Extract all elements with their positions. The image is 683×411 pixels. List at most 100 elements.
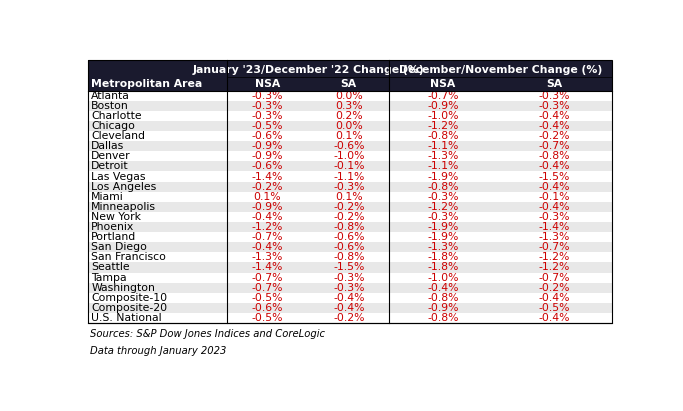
Text: -1.3%: -1.3% [428, 242, 459, 252]
Text: -0.3%: -0.3% [252, 101, 283, 111]
Text: -0.7%: -0.7% [539, 242, 570, 252]
Text: -1.9%: -1.9% [428, 222, 459, 232]
Bar [88, 151, 612, 162]
Bar [88, 121, 612, 131]
Bar [88, 202, 612, 212]
Text: -0.6%: -0.6% [333, 141, 365, 151]
Text: Boston: Boston [92, 101, 129, 111]
Text: Seattle: Seattle [92, 263, 130, 272]
Text: December/November Change (%): December/November Change (%) [399, 65, 602, 75]
Text: -0.2%: -0.2% [252, 182, 283, 192]
Text: -0.2%: -0.2% [333, 313, 365, 323]
Text: Phoenix: Phoenix [92, 222, 135, 232]
Text: -0.3%: -0.3% [333, 283, 365, 293]
Text: SA: SA [546, 79, 563, 89]
Text: 0.3%: 0.3% [335, 101, 363, 111]
Text: -0.4%: -0.4% [252, 242, 283, 252]
Text: -0.4%: -0.4% [539, 313, 570, 323]
Text: -0.8%: -0.8% [428, 313, 459, 323]
Text: Minneapolis: Minneapolis [92, 202, 156, 212]
Text: -0.7%: -0.7% [428, 91, 459, 101]
Bar [88, 192, 612, 202]
Text: Charlotte: Charlotte [92, 111, 142, 121]
Text: -0.7%: -0.7% [539, 272, 570, 283]
Text: -1.2%: -1.2% [252, 222, 283, 232]
Text: -0.7%: -0.7% [539, 141, 570, 151]
Text: -0.1%: -0.1% [539, 192, 570, 202]
Text: -0.5%: -0.5% [252, 121, 283, 131]
Text: -0.9%: -0.9% [252, 202, 283, 212]
Text: Data through January 2023: Data through January 2023 [89, 346, 226, 356]
Text: -1.5%: -1.5% [333, 263, 365, 272]
Text: NSA: NSA [430, 79, 456, 89]
Text: -0.6%: -0.6% [333, 242, 365, 252]
Bar [88, 60, 612, 90]
Text: -0.2%: -0.2% [539, 283, 570, 293]
Text: NSA: NSA [255, 79, 280, 89]
Bar [88, 141, 612, 151]
Text: San Diego: San Diego [92, 242, 147, 252]
Bar [88, 212, 612, 222]
Text: -0.9%: -0.9% [252, 141, 283, 151]
Text: -0.3%: -0.3% [333, 272, 365, 283]
Bar [88, 182, 612, 192]
Text: -1.4%: -1.4% [252, 171, 283, 182]
Bar [88, 272, 612, 283]
Text: 0.0%: 0.0% [335, 91, 363, 101]
Text: -0.8%: -0.8% [539, 151, 570, 161]
Text: -1.5%: -1.5% [539, 171, 570, 182]
Text: -0.6%: -0.6% [333, 232, 365, 242]
Text: New York: New York [92, 212, 141, 222]
Text: Cleveland: Cleveland [92, 131, 145, 141]
Bar [88, 263, 612, 272]
Text: -0.3%: -0.3% [252, 91, 283, 101]
Text: -0.4%: -0.4% [333, 303, 365, 313]
Text: U.S. National: U.S. National [92, 313, 162, 323]
Bar [88, 131, 612, 141]
Text: -0.7%: -0.7% [252, 283, 283, 293]
Text: -1.0%: -1.0% [428, 272, 459, 283]
Bar [88, 111, 612, 121]
Text: -1.0%: -1.0% [333, 151, 365, 161]
Text: -1.1%: -1.1% [428, 141, 459, 151]
Bar [88, 90, 612, 101]
Text: Composite-20: Composite-20 [92, 303, 167, 313]
Text: -0.6%: -0.6% [252, 131, 283, 141]
Text: Sources: S&P Dow Jones Indices and CoreLogic: Sources: S&P Dow Jones Indices and CoreL… [89, 329, 324, 339]
Bar [88, 303, 612, 313]
Text: -0.9%: -0.9% [252, 151, 283, 161]
Text: -0.7%: -0.7% [252, 272, 283, 283]
Bar [88, 60, 612, 323]
Text: -0.4%: -0.4% [539, 111, 570, 121]
Text: -0.1%: -0.1% [333, 162, 365, 171]
Text: San Francisco: San Francisco [92, 252, 166, 262]
Text: Metropolitan Area: Metropolitan Area [92, 79, 202, 89]
Text: -0.3%: -0.3% [333, 182, 365, 192]
Text: Tampa: Tampa [92, 272, 127, 283]
Text: -0.6%: -0.6% [252, 303, 283, 313]
Bar [88, 252, 612, 263]
Text: Atlanta: Atlanta [92, 91, 130, 101]
Text: -0.4%: -0.4% [539, 162, 570, 171]
Text: Los Angeles: Los Angeles [92, 182, 156, 192]
Text: -1.8%: -1.8% [428, 263, 459, 272]
Text: -1.9%: -1.9% [428, 232, 459, 242]
Text: 0.1%: 0.1% [335, 192, 363, 202]
Text: -1.4%: -1.4% [539, 222, 570, 232]
Text: -0.4%: -0.4% [539, 293, 570, 303]
Text: 0.1%: 0.1% [335, 131, 363, 141]
Text: -0.8%: -0.8% [428, 293, 459, 303]
Text: -1.3%: -1.3% [252, 252, 283, 262]
Text: -0.9%: -0.9% [428, 303, 459, 313]
Text: Las Vegas: Las Vegas [92, 171, 145, 182]
Text: -0.3%: -0.3% [252, 111, 283, 121]
Text: -0.5%: -0.5% [252, 293, 283, 303]
Bar [88, 283, 612, 293]
Text: -1.8%: -1.8% [428, 252, 459, 262]
Text: -0.5%: -0.5% [539, 303, 570, 313]
Text: Dallas: Dallas [92, 141, 124, 151]
Text: -1.2%: -1.2% [428, 121, 459, 131]
Text: January '23/December '22 Change (%): January '23/December '22 Change (%) [193, 65, 424, 75]
Text: SA: SA [341, 79, 357, 89]
Text: Chicago: Chicago [92, 121, 135, 131]
